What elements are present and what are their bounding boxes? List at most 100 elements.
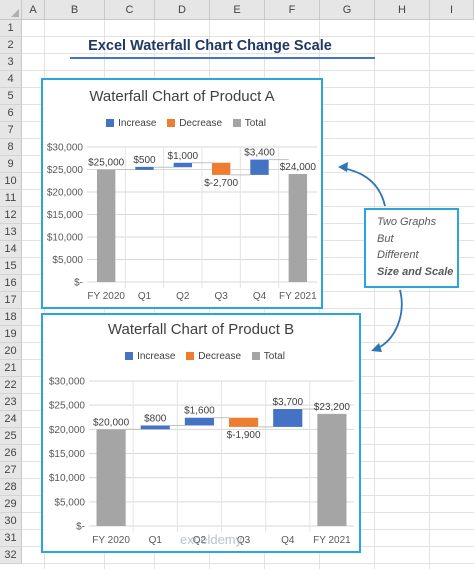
data-label: $3,400 bbox=[244, 148, 275, 159]
row-header[interactable]: 30 bbox=[0, 513, 22, 530]
sheet-title[interactable]: Excel Waterfall Chart Change Scale bbox=[88, 38, 332, 54]
legend-total-swatch bbox=[232, 119, 241, 127]
waterfall-bar-q1 bbox=[135, 166, 154, 170]
legend-decrease-swatch bbox=[167, 119, 176, 127]
x-category-label: Q4 bbox=[253, 291, 267, 302]
waterfall-bar-q2 bbox=[173, 162, 193, 168]
x-category-label: FY 2020 bbox=[87, 291, 125, 302]
waterfall-bar-q1 bbox=[140, 425, 170, 430]
watermark-logo: exceldemy bbox=[180, 532, 243, 547]
x-category-label: Q1 bbox=[138, 291, 152, 302]
row-header[interactable]: 32 bbox=[0, 547, 22, 564]
row-header[interactable]: 8 bbox=[0, 139, 22, 156]
row-header[interactable]: 25 bbox=[0, 428, 22, 445]
row-header[interactable]: 1 bbox=[0, 20, 22, 37]
row-header[interactable]: 5 bbox=[0, 88, 22, 105]
row-header[interactable]: 6 bbox=[0, 105, 22, 122]
row-header[interactable]: 13 bbox=[0, 224, 22, 241]
waterfall-bar-q4 bbox=[273, 409, 303, 427]
waterfall-chart-product-b[interactable]: Waterfall Chart of Product B Increase De… bbox=[41, 313, 361, 553]
legend-total-swatch bbox=[251, 352, 260, 360]
y-tick-label: $25,000 bbox=[47, 165, 84, 176]
row-header[interactable]: 10 bbox=[0, 173, 22, 190]
row-header[interactable]: 4 bbox=[0, 71, 22, 88]
row-header[interactable]: 31 bbox=[0, 530, 22, 547]
data-label: $23,200 bbox=[314, 402, 351, 413]
row-header[interactable]: 20 bbox=[0, 343, 22, 360]
waterfall-bar-fy-2020 bbox=[96, 169, 116, 282]
row-header[interactable]: 21 bbox=[0, 360, 22, 377]
y-tick-label: $25,000 bbox=[49, 401, 86, 412]
x-category-label: Q2 bbox=[193, 535, 207, 546]
x-category-label: FY 2020 bbox=[92, 535, 130, 546]
column-header[interactable]: A bbox=[22, 0, 45, 20]
row-header[interactable]: 15 bbox=[0, 258, 22, 275]
x-category-label: FY 2021 bbox=[313, 535, 351, 546]
column-header[interactable]: C bbox=[105, 0, 155, 20]
row-header[interactable]: 11 bbox=[0, 190, 22, 207]
waterfall-bar-q4 bbox=[250, 159, 269, 175]
row-header[interactable]: 17 bbox=[0, 292, 22, 309]
waterfall-bar-fy-2021 bbox=[317, 413, 347, 526]
data-label: $20,000 bbox=[93, 417, 130, 428]
row-header[interactable]: 12 bbox=[0, 207, 22, 224]
row-header[interactable]: 3 bbox=[0, 54, 22, 71]
row-gridline bbox=[22, 53, 474, 54]
row-header[interactable]: 16 bbox=[0, 275, 22, 292]
row-header[interactable]: 18 bbox=[0, 309, 22, 326]
chart-legend: Increase Decrease Total bbox=[43, 118, 321, 129]
x-category-label: Q4 bbox=[281, 535, 295, 546]
row-header[interactable]: 27 bbox=[0, 462, 22, 479]
row-header[interactable]: 19 bbox=[0, 326, 22, 343]
y-tick-label: $10,000 bbox=[47, 233, 84, 244]
row-header[interactable]: 28 bbox=[0, 479, 22, 496]
row-header[interactable]: 23 bbox=[0, 394, 22, 411]
y-tick-label: $5,000 bbox=[52, 255, 83, 266]
chart-plot: $- $5,000 $10,000 $15,000 $20,000 $25,000 $30,… bbox=[47, 143, 317, 303]
row-header[interactable]: 2 bbox=[0, 37, 22, 54]
note-textbox[interactable]: Two Graphs But Different Size and Scale bbox=[364, 208, 459, 288]
y-tick-label: $30,000 bbox=[49, 377, 86, 388]
column-header[interactable]: E bbox=[210, 0, 265, 20]
y-tick-label: $- bbox=[74, 278, 83, 289]
select-all-corner[interactable] bbox=[0, 0, 22, 20]
y-tick-label: $20,000 bbox=[49, 425, 86, 436]
title-underline bbox=[70, 57, 375, 59]
chart-title: Waterfall Chart of Product B bbox=[107, 321, 295, 338]
row-header[interactable]: 14 bbox=[0, 241, 22, 258]
note-line: Different bbox=[377, 249, 419, 261]
legend-increase-label: Increase bbox=[118, 118, 157, 129]
column-gridline bbox=[374, 20, 375, 569]
waterfall-bar-fy-2021 bbox=[288, 174, 308, 282]
row-header[interactable]: 26 bbox=[0, 445, 22, 462]
x-category-label: Q3 bbox=[237, 535, 251, 546]
column-header[interactable]: B bbox=[45, 0, 105, 20]
y-tick-label: $15,000 bbox=[49, 449, 86, 460]
row-header[interactable]: 7 bbox=[0, 122, 22, 139]
data-label: $1,600 bbox=[184, 406, 215, 417]
row-gridline bbox=[22, 563, 474, 564]
waterfall-bar-fy-2020 bbox=[96, 429, 126, 526]
legend-total-label: Total bbox=[244, 118, 266, 129]
row-header[interactable]: 9 bbox=[0, 156, 22, 173]
legend-decrease-label: Decrease bbox=[198, 351, 242, 362]
waterfall-bar-q3 bbox=[229, 417, 259, 427]
column-header[interactable]: F bbox=[265, 0, 320, 20]
chart-legend: Increase Decrease Total bbox=[43, 351, 359, 362]
x-category-label: FY 2021 bbox=[279, 291, 317, 302]
arrow-to-chart-b bbox=[375, 289, 403, 350]
legend-increase-label: Increase bbox=[137, 351, 176, 362]
column-header[interactable]: H bbox=[375, 0, 430, 20]
waterfall-chart-product-a[interactable]: Waterfall Chart of Product A Increase De… bbox=[41, 78, 323, 309]
x-category-label: Q3 bbox=[214, 291, 228, 302]
row-header[interactable]: 24 bbox=[0, 411, 22, 428]
row-header[interactable]: 29 bbox=[0, 496, 22, 513]
data-label: $-2,700 bbox=[204, 178, 238, 189]
legend-decrease-label: Decrease bbox=[179, 118, 223, 129]
column-header[interactable]: D bbox=[155, 0, 210, 20]
row-header[interactable]: 22 bbox=[0, 377, 22, 394]
column-header[interactable]: G bbox=[320, 0, 375, 20]
